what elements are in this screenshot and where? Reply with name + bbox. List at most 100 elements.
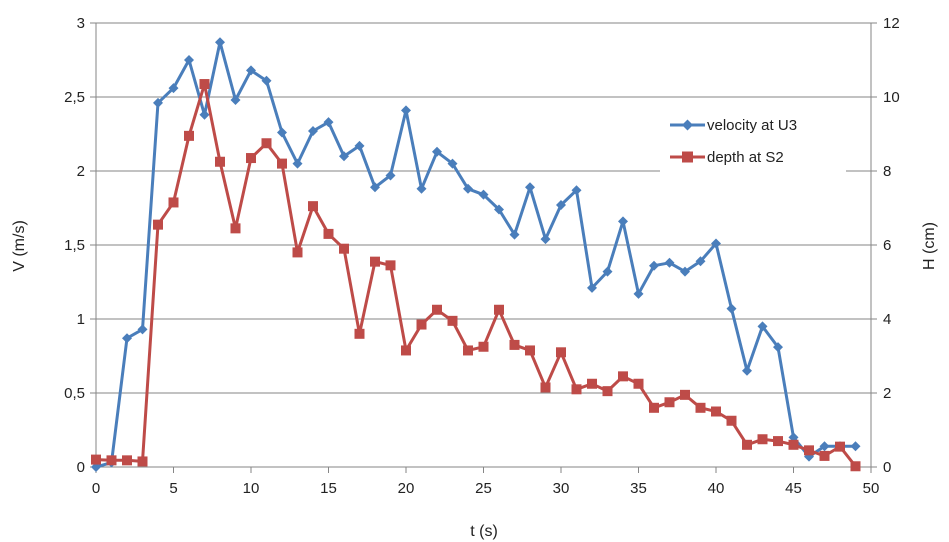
point-depth [649, 402, 659, 413]
point-velocity [401, 105, 411, 116]
point-velocity [153, 97, 163, 108]
y2-tick-label: 6 [883, 237, 891, 254]
point-depth [618, 371, 628, 382]
y-tick-label: 1,5 [64, 237, 85, 254]
y2-tick-label: 10 [883, 89, 900, 106]
x-tick-label: 40 [708, 480, 725, 497]
point-velocity [525, 182, 535, 193]
point-depth [339, 243, 349, 254]
point-depth [804, 445, 814, 456]
right-axis-tick-labels: 0 2 4 6 8 10 12 [883, 15, 900, 476]
point-depth [168, 197, 179, 208]
point-depth [819, 450, 830, 461]
x-tick-label: 20 [398, 480, 415, 497]
y2-tick-label: 0 [883, 459, 891, 476]
point-velocity [540, 234, 551, 245]
point-velocity [633, 288, 644, 299]
point-depth [525, 345, 535, 356]
x-axis-title: t (s) [470, 523, 498, 540]
point-velocity [261, 75, 272, 86]
point-velocity [664, 257, 675, 268]
point-depth [261, 138, 272, 149]
point-depth [463, 345, 473, 356]
legend-entry-velocity: velocity at U3 [670, 117, 797, 134]
point-velocity [571, 185, 582, 196]
point-depth [401, 345, 411, 356]
point-depth [556, 347, 566, 358]
point-depth [587, 378, 597, 389]
point-depth [215, 156, 225, 167]
y-tick-label: 1 [77, 311, 85, 328]
point-velocity [137, 324, 148, 335]
legend: velocity at U3 depth at S2 [660, 110, 846, 182]
y-tick-label: 0 [77, 459, 85, 476]
point-velocity [339, 151, 349, 162]
point-depth [773, 436, 783, 447]
x-tick-label: 25 [475, 480, 492, 497]
point-depth [308, 201, 318, 212]
point-velocity [556, 200, 566, 211]
x-axis-tick-labels: 0 5 10 15 20 25 30 35 40 45 50 [92, 480, 880, 497]
point-depth [602, 386, 613, 397]
legend-marker-depth [682, 151, 693, 163]
point-depth [370, 256, 380, 267]
x-tick-label: 30 [553, 480, 570, 497]
point-velocity [323, 117, 334, 128]
point-velocity [587, 282, 597, 293]
point-depth [122, 455, 132, 466]
point-velocity [695, 256, 706, 267]
series-velocity [91, 37, 861, 472]
point-velocity [199, 109, 210, 120]
point-depth [835, 441, 845, 452]
point-velocity [509, 229, 520, 240]
x-tick-label: 45 [785, 480, 802, 497]
point-velocity [649, 260, 659, 271]
point-velocity [447, 158, 458, 169]
legend-label-velocity: velocity at U3 [707, 117, 797, 134]
point-velocity [277, 127, 287, 138]
point-velocity [432, 146, 442, 157]
y-tick-label: 2 [77, 163, 85, 180]
point-depth [850, 461, 861, 472]
point-velocity [416, 183, 427, 194]
point-depth [680, 389, 690, 400]
point-velocity [292, 158, 303, 169]
y2-tick-label: 2 [883, 385, 891, 402]
y2-axis-title: H (cm) [921, 222, 938, 270]
point-depth [106, 455, 117, 466]
point-velocity [463, 183, 473, 194]
point-depth [416, 319, 427, 330]
point-velocity [494, 204, 504, 215]
point-velocity [308, 126, 318, 137]
point-depth [354, 328, 365, 339]
x-tick-label: 50 [863, 480, 880, 497]
point-depth [153, 219, 163, 230]
point-velocity [122, 333, 132, 344]
point-velocity [385, 170, 396, 181]
series-line-velocity [95, 40, 856, 469]
point-depth [494, 304, 504, 315]
y2-tick-label: 12 [883, 15, 900, 32]
point-velocity [230, 94, 241, 105]
point-depth [664, 397, 675, 408]
point-velocity [478, 189, 489, 200]
legend-entry-depth: depth at S2 [670, 149, 784, 166]
point-depth [571, 384, 582, 395]
point-depth [695, 402, 706, 413]
x-tick-label: 10 [243, 480, 260, 497]
point-velocity [370, 182, 380, 193]
left-axis-tick-labels: 0 0,5 1 1,5 2 2,5 3 [64, 15, 85, 476]
chart-axes [90, 22, 877, 473]
point-velocity [742, 365, 752, 376]
point-depth [292, 247, 303, 258]
point-depth [711, 406, 721, 417]
point-depth [757, 434, 768, 445]
x-tick-label: 15 [320, 480, 337, 497]
point-velocity [711, 238, 721, 249]
point-velocity [168, 83, 179, 94]
point-velocity [850, 441, 861, 452]
series-layer [91, 37, 861, 472]
point-velocity [618, 216, 628, 227]
point-velocity [726, 303, 737, 314]
